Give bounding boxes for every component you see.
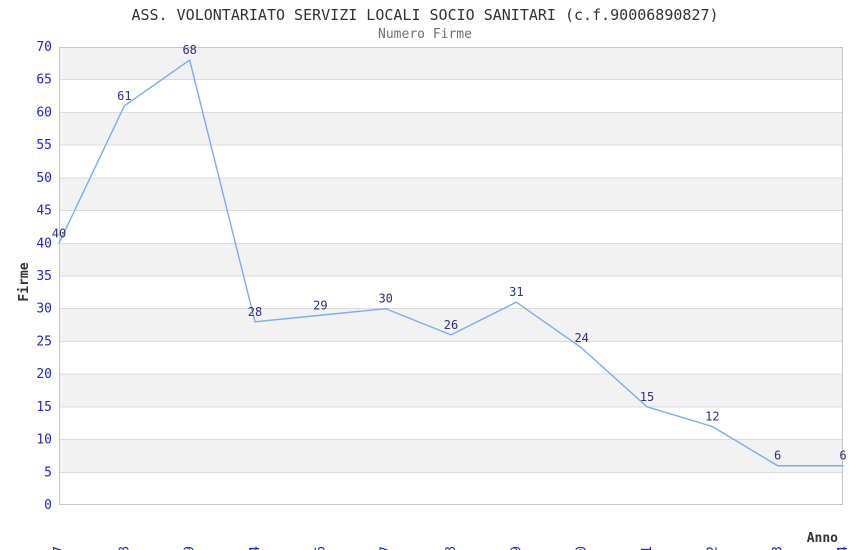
y-tick-label: 55 — [36, 138, 52, 153]
y-tick-label: 70 — [36, 40, 52, 55]
y-tick-label: 35 — [36, 269, 52, 284]
plot-band — [59, 406, 843, 440]
data-point-label: 68 — [182, 43, 196, 57]
plot-band — [59, 145, 843, 178]
plot-band — [59, 177, 843, 211]
data-point-label: 40 — [52, 226, 66, 240]
data-point-label: 12 — [705, 409, 719, 423]
x-axis-title: Anno — [807, 531, 838, 546]
plot-band — [59, 374, 843, 407]
y-tick-label: 5 — [44, 465, 52, 480]
plot-band — [59, 210, 843, 244]
data-point-label: 28 — [248, 305, 262, 319]
x-tick-label: 2020 — [575, 546, 590, 550]
plot-band — [59, 439, 843, 473]
y-tick-label: 60 — [36, 105, 52, 120]
x-tick-label: 2016 — [313, 546, 328, 550]
y-tick-label: 10 — [36, 433, 52, 448]
data-point-label: 61 — [117, 89, 131, 103]
y-tick-label: 45 — [36, 204, 52, 219]
x-tick-label: 2008 — [117, 546, 132, 550]
x-tick-label: 2018 — [444, 546, 459, 550]
y-tick-label: 0 — [44, 498, 52, 513]
y-tick-label: 30 — [36, 302, 52, 317]
x-tick-label: 2024 — [836, 546, 850, 550]
chart-title: ASS. VOLONTARIATO SERVIZI LOCALI SOCIO S… — [131, 6, 719, 24]
data-line — [58, 59, 844, 467]
data-point-label: 29 — [313, 298, 327, 312]
data-point-label: 31 — [509, 285, 523, 299]
plot-band — [59, 79, 843, 113]
y-axis-title: Firme — [17, 262, 32, 301]
y-tick-label: 50 — [36, 171, 52, 186]
x-tick-label: 2014 — [248, 546, 263, 550]
y-tick-label: 40 — [36, 236, 52, 251]
y-tick-label: 25 — [36, 334, 52, 349]
x-tick-label: 2009 — [183, 546, 198, 550]
x-tick-label: 2021 — [640, 546, 655, 550]
data-point-label: 6 — [839, 449, 846, 463]
plot-band — [59, 276, 843, 309]
data-point-label: 26 — [444, 318, 458, 332]
plot-border — [59, 47, 843, 505]
chart-subtitle: Numero Firme — [378, 27, 472, 42]
y-tick-label: 65 — [36, 73, 52, 88]
plot-band — [59, 472, 843, 505]
x-tick-label: 2022 — [705, 546, 720, 550]
plot-band — [59, 47, 843, 80]
y-tick-label: 20 — [36, 367, 52, 382]
data-point-label: 6 — [774, 449, 781, 463]
x-tick-label: 2017 — [379, 546, 394, 550]
plot-band — [59, 308, 843, 342]
plot-band — [59, 341, 843, 375]
x-tick-label: 2023 — [771, 546, 786, 550]
y-tick-label: 15 — [36, 400, 52, 415]
plot-band — [59, 243, 843, 276]
x-tick-label: 2007 — [52, 546, 67, 550]
data-point-label: 30 — [378, 292, 392, 306]
plot-band — [59, 112, 843, 146]
x-tick-label: 2019 — [509, 546, 524, 550]
data-point-label: 15 — [640, 390, 654, 404]
data-point-label: 24 — [574, 331, 588, 345]
